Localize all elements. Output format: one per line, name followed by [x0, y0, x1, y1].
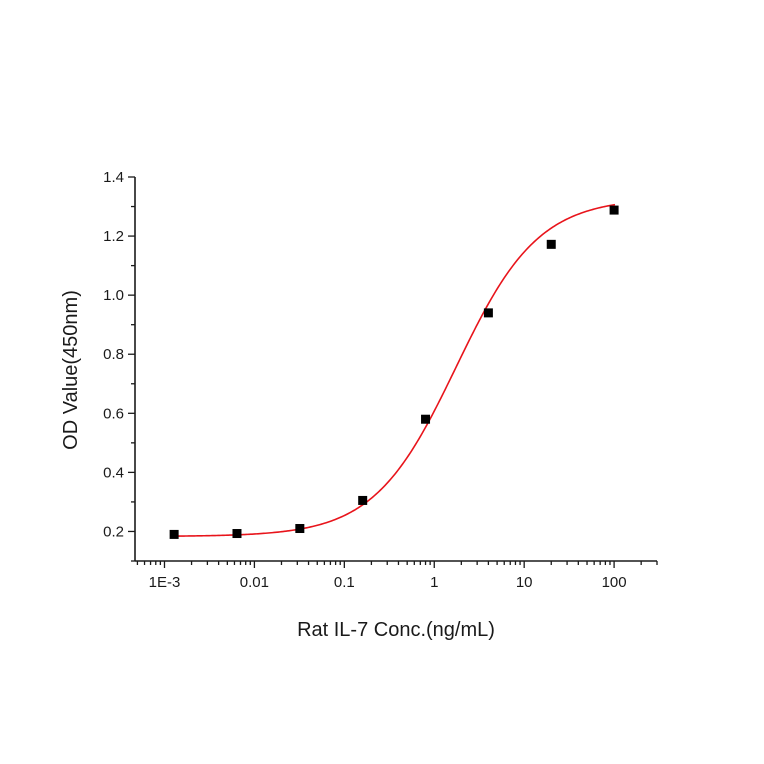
data-point	[232, 529, 242, 539]
fit-curve	[172, 203, 616, 537]
data-points	[169, 205, 619, 539]
y-tick-label: 0.4	[103, 464, 124, 481]
x-tick-label: 0.01	[240, 574, 269, 591]
y-tick-label: 1.0	[103, 287, 124, 304]
x-axis-title: Rat IL-7 Conc.(ng/mL)	[297, 619, 495, 641]
x-tick-label: 100	[602, 574, 627, 591]
x-tick-labels: 1E-3 0.01 0.1 1 10 100	[149, 574, 627, 591]
data-point	[169, 529, 179, 539]
y-tick-label: 1.2	[103, 228, 124, 245]
y-tick-label: 0.6	[103, 405, 124, 422]
y-tick-label: 0.8	[103, 346, 124, 363]
data-point	[295, 524, 305, 534]
data-point	[358, 495, 368, 505]
data-point	[483, 308, 493, 318]
y-axis-title: OD Value(450nm)	[60, 290, 82, 450]
axes	[128, 176, 658, 568]
y-tick-label: 1.4	[103, 169, 124, 186]
y-tick-labels: 0.2 0.4 0.6 0.8 1.0 1.2 1.4	[103, 169, 124, 540]
x-tick-label: 0.1	[334, 574, 355, 591]
x-tick-label: 1E-3	[149, 574, 181, 591]
x-tick-label: 1	[430, 574, 438, 591]
x-tick-label: 10	[516, 574, 533, 591]
data-point	[546, 239, 556, 249]
data-point	[609, 205, 619, 215]
y-tick-label: 0.2	[103, 523, 124, 540]
data-point	[421, 414, 431, 424]
